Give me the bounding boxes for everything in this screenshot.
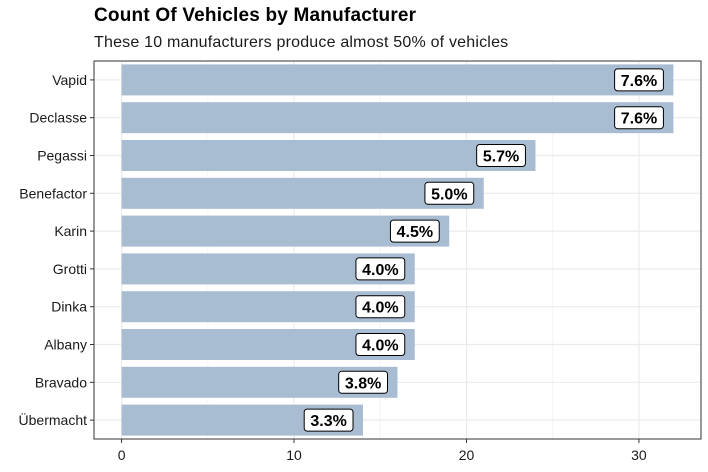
axes: Vapid Declasse Pegassi Benefactor Karin Grott… (19, 72, 647, 463)
y-tick-label: Dinka (51, 299, 87, 315)
data-labels: 7.6% 7.6% 5.7% 5.0% 4.5% 4.0% 4.0% 4.0% 3.8% 3.3% (303, 68, 664, 432)
data-label: 5.7% (483, 149, 519, 166)
data-label-box (476, 144, 526, 167)
bar (121, 64, 674, 96)
data-label-box (355, 295, 406, 319)
x-tick-label: 20 (459, 447, 475, 463)
data-label: 4.0% (362, 338, 398, 355)
data-label-box (614, 106, 664, 130)
data-label: 3.3% (310, 413, 346, 430)
y-tick-label: Vapid (52, 72, 87, 88)
data-label: 4.5% (397, 224, 433, 241)
data-label: 7.6% (621, 111, 657, 128)
data-label-box (389, 219, 440, 243)
data-label: 3.8% (345, 375, 381, 392)
data-label-box (355, 257, 406, 281)
data-label-box (355, 333, 406, 356)
x-tick-label: 0 (118, 447, 126, 463)
y-tick-label: Grotti (53, 261, 87, 277)
bar (121, 177, 484, 209)
x-tick-label: 10 (286, 447, 302, 463)
chart-title: Count Of Vehicles by Manufacturer (94, 5, 417, 26)
data-label-box (338, 370, 389, 394)
data-label: 4.0% (362, 262, 398, 279)
y-tick-label: Karin (54, 223, 87, 239)
data-label: 4.0% (362, 300, 398, 317)
x-tick-label: 30 (631, 447, 647, 463)
panel-border (93, 60, 702, 440)
y-tick-label: Albany (44, 337, 87, 353)
data-label-box (614, 68, 664, 92)
y-tick-label: Bravado (35, 374, 87, 390)
bar (121, 140, 536, 171)
bars (121, 64, 674, 436)
y-tick-label: Pegassi (37, 148, 87, 164)
chart-subtitle: These 10 manufacturers produce almost 50… (94, 34, 509, 51)
y-tick-label: Declasse (29, 110, 87, 126)
data-label: 7.6% (621, 73, 657, 90)
y-tick-label: Übermacht (19, 411, 88, 428)
data-label-box (303, 408, 354, 432)
bar (121, 102, 674, 134)
y-tick-label: Benefactor (19, 185, 87, 201)
data-label-box (424, 181, 475, 205)
data-label: 5.0% (431, 186, 467, 203)
